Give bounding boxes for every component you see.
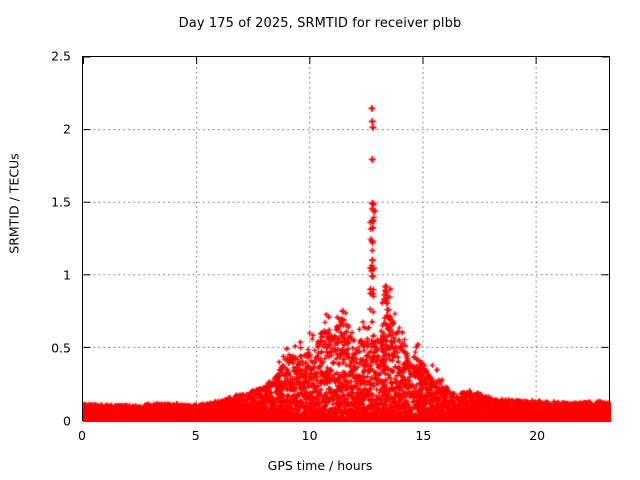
- y-tick-label: 0: [63, 413, 71, 429]
- scatter-points: [83, 57, 611, 422]
- x-axis-title: GPS time / hours: [267, 458, 373, 473]
- x-tick-label: 15: [415, 428, 432, 443]
- y-tick-label: 0.5: [51, 340, 71, 356]
- y-tick-label: 2.5: [51, 48, 71, 64]
- y-axis-title: SRMTID / TECUs: [6, 153, 22, 254]
- x-tick-label: 0: [78, 428, 86, 443]
- plot-area: [82, 56, 611, 422]
- x-tick-label: 5: [191, 428, 200, 443]
- chart-title: Day 175 of 2025, SRMTID for receiver plb…: [178, 16, 462, 31]
- x-tick-label: 20: [529, 428, 546, 443]
- x-tick-label: 10: [301, 428, 318, 443]
